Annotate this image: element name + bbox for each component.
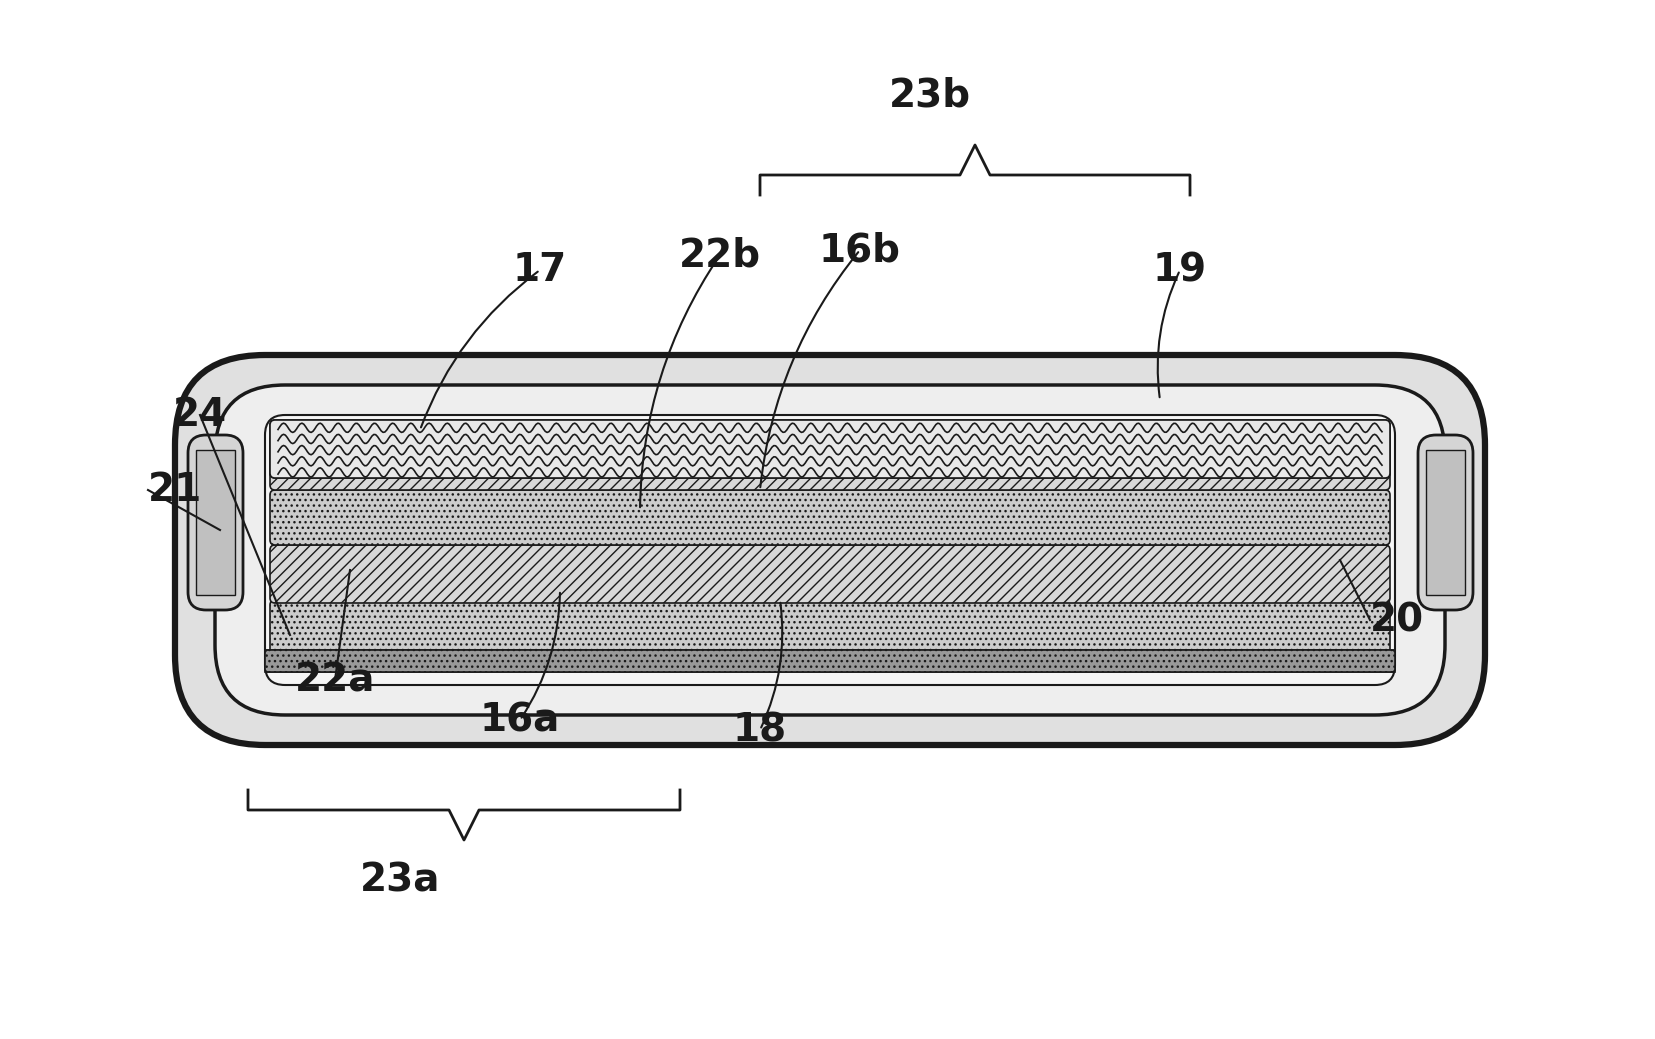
Text: 16a: 16a: [480, 701, 559, 739]
Text: 23b: 23b: [889, 76, 970, 114]
FancyBboxPatch shape: [270, 490, 1389, 545]
FancyBboxPatch shape: [270, 600, 1389, 655]
Text: 19: 19: [1152, 251, 1206, 289]
FancyBboxPatch shape: [189, 435, 243, 610]
FancyBboxPatch shape: [1417, 435, 1471, 610]
Text: 24: 24: [172, 396, 227, 434]
FancyBboxPatch shape: [270, 545, 1389, 603]
Text: 18: 18: [733, 711, 786, 749]
Text: 22a: 22a: [295, 661, 376, 699]
FancyBboxPatch shape: [175, 355, 1485, 745]
Text: 23a: 23a: [359, 861, 440, 899]
Text: 17: 17: [513, 251, 566, 289]
Bar: [195, 450, 235, 595]
FancyBboxPatch shape: [265, 650, 1394, 672]
Text: 20: 20: [1369, 601, 1423, 639]
FancyBboxPatch shape: [270, 420, 1389, 478]
Text: 21: 21: [147, 471, 202, 509]
Bar: [1425, 450, 1465, 595]
FancyBboxPatch shape: [265, 415, 1394, 685]
Text: 22b: 22b: [679, 236, 761, 274]
Text: 16b: 16b: [819, 231, 900, 269]
FancyBboxPatch shape: [215, 385, 1445, 715]
FancyBboxPatch shape: [270, 420, 1389, 478]
Bar: [265, 650, 1394, 672]
FancyBboxPatch shape: [270, 435, 1389, 490]
